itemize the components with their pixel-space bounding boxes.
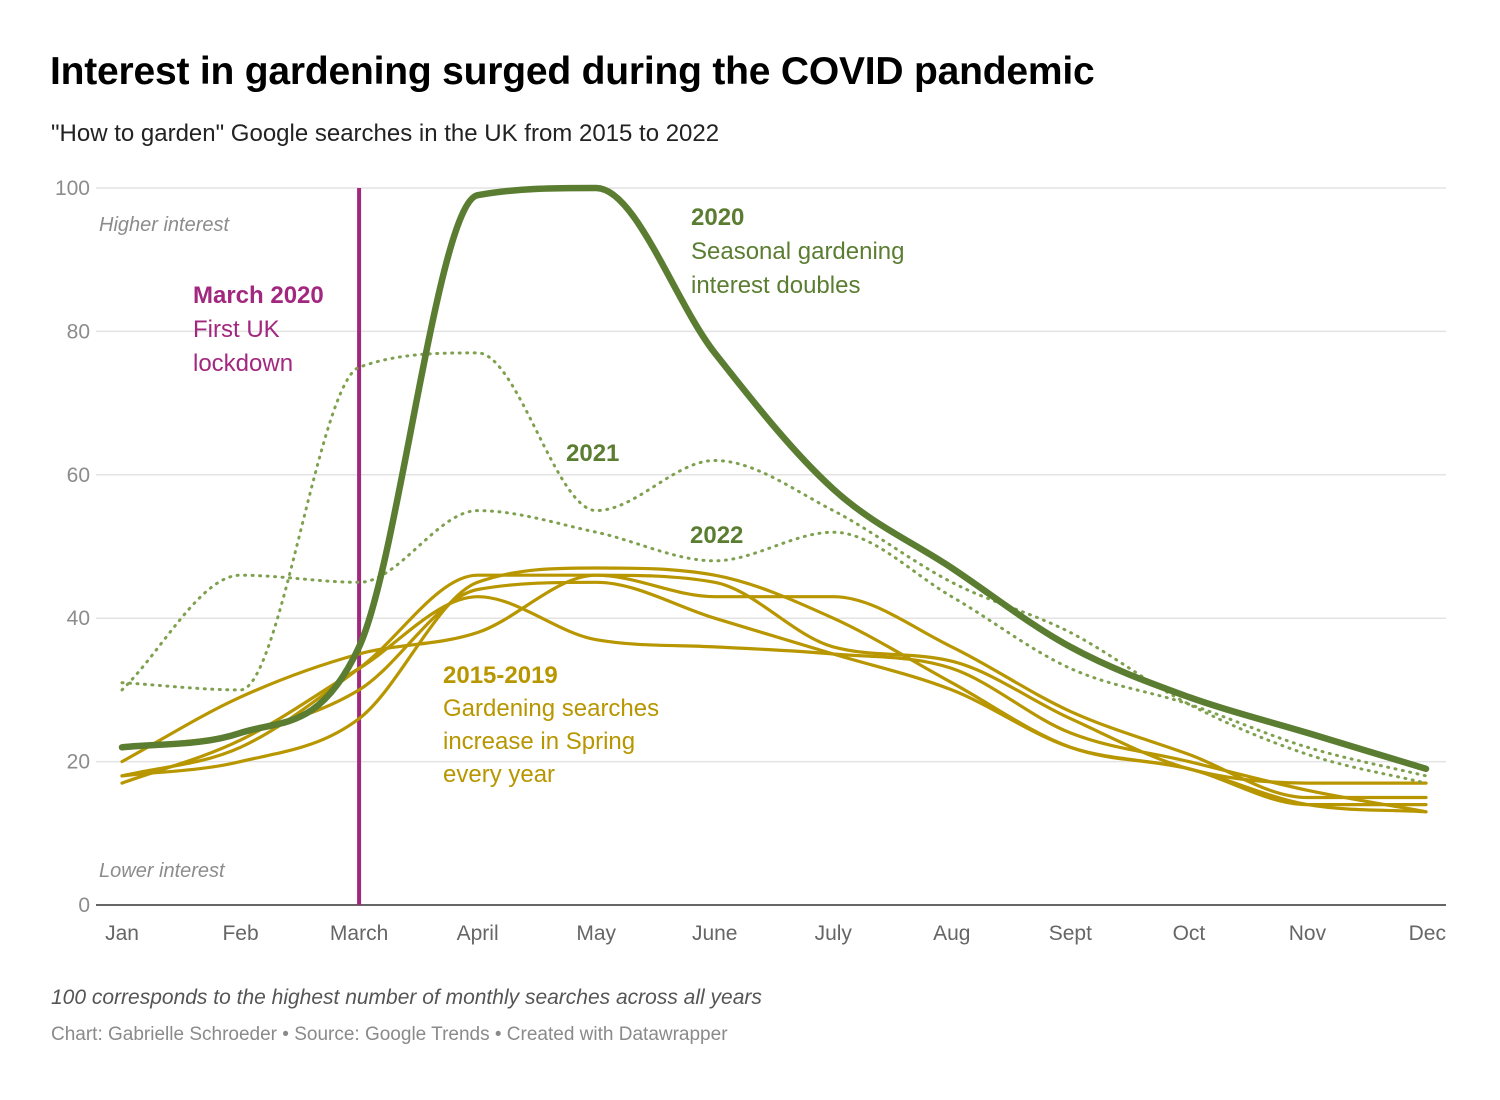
annotation-2015-2019: 2015-2019 Gardening searches increase in S…: [443, 662, 659, 788]
annotation-2022: 2022: [690, 522, 743, 549]
series-lines: [118, 184, 1430, 814]
y-tick-label: 60: [67, 464, 90, 487]
x-tick-label: Nov: [1289, 922, 1327, 945]
series-line-2015-2019-3: [120, 566, 1428, 807]
y-tick-label: 40: [67, 607, 90, 630]
x-tick-label: April: [457, 922, 499, 945]
x-tick-label: May: [576, 922, 616, 945]
series-line-2015-2019-5: [120, 573, 1428, 800]
chart-subtitle: "How to garden" Google searches in the U…: [51, 120, 720, 147]
x-tick-label: Oct: [1173, 922, 1206, 945]
y-axis-ticks: 0 20 40 60 80 100: [55, 177, 90, 917]
lockdown-annotation: March 2020 First UK lockdown: [193, 282, 324, 377]
x-tick-label: Dec: [1409, 922, 1446, 945]
higher-interest-label: Higher interest: [99, 214, 231, 236]
x-tick-label: Aug: [933, 922, 970, 945]
lower-interest-label: Lower interest: [99, 860, 226, 882]
series-line-2015-2019-7: [120, 580, 1428, 814]
y-tick-label: 0: [78, 894, 90, 917]
y-tick-label: 100: [55, 177, 90, 200]
x-tick-label: Sept: [1049, 922, 1092, 945]
axis-hints: Higher interest Lower interest: [99, 214, 231, 882]
chart-credits: Chart: Gabrielle Schroeder • Source: Goo…: [51, 1024, 728, 1045]
annotations: March 2020 First UK lockdown 2020 Seasonal g…: [193, 204, 905, 788]
series-line-2020: [118, 184, 1430, 773]
x-tick-label: June: [692, 922, 738, 945]
series-line-2022: [120, 509, 1428, 778]
x-tick-label: Feb: [222, 922, 258, 945]
annotation-2020: 2020 Seasonal gardening interest doubles: [691, 204, 905, 299]
y-tick-label: 80: [67, 320, 90, 343]
x-axis-ticks: Jan Feb March April May June July Aug Sept Oct Nov…: [105, 922, 1446, 945]
gridlines: [96, 187, 1446, 906]
chart-title: Interest in gardening surged during the …: [50, 50, 1095, 93]
annotation-2021: 2021: [566, 440, 619, 467]
y-tick-label: 20: [67, 751, 90, 774]
series-line-2015-2019-6: [120, 573, 1428, 785]
x-tick-label: March: [330, 922, 388, 945]
x-tick-label: July: [815, 922, 853, 945]
x-tick-label: Jan: [105, 922, 139, 945]
chart-notes: 100 corresponds to the highest number of…: [51, 986, 762, 1009]
